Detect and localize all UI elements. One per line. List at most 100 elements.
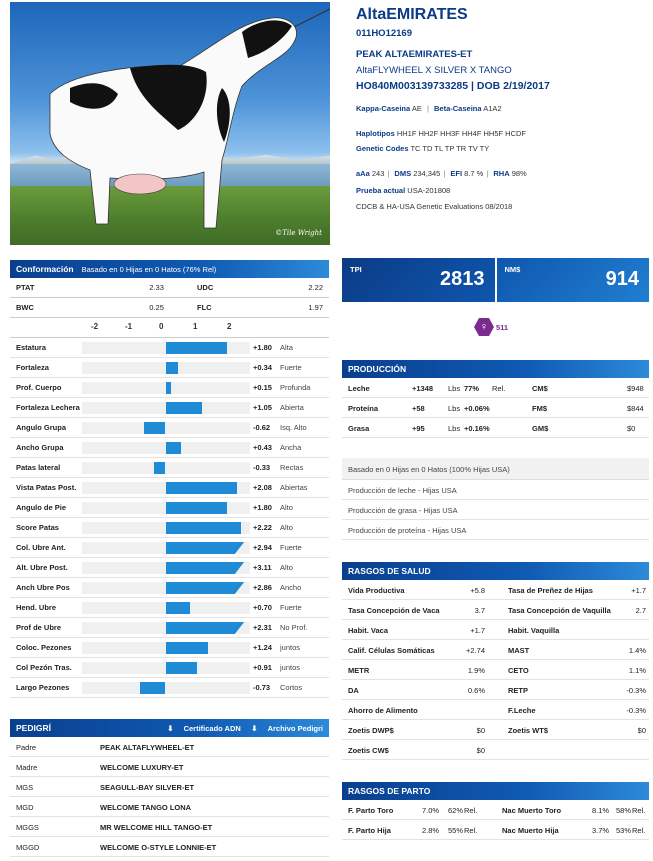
- gender-badge: ♀ 511: [474, 318, 508, 336]
- scale-tick: -2: [91, 322, 99, 331]
- kappa-label: Kappa-Caseina: [356, 104, 411, 113]
- health-right-label: Tasa Concepción de Vaquilla: [508, 606, 611, 615]
- aaa-value: 243: [371, 169, 385, 178]
- conformation-title: Conformación: [16, 264, 74, 274]
- haplo-value: HH1F HH2F HH3F HH4F HH5F HCDF: [396, 129, 527, 138]
- trait-bar: [166, 362, 178, 374]
- trait-desc: Abierta: [280, 403, 304, 412]
- production-idx: GM$: [532, 424, 549, 433]
- trait-name: Col Pezón Tras.: [16, 663, 72, 672]
- conformation-header: Conformación Basado en 0 Hijas en 0 Hato…: [10, 260, 329, 278]
- trait-value: +1.24: [253, 643, 272, 652]
- flc-value: 1.97: [308, 303, 323, 312]
- conformation-scale: -2 -1 0 1 2: [10, 318, 329, 338]
- health-left-value: 3.7: [474, 606, 485, 615]
- production-name: Leche: [348, 384, 370, 393]
- production-lines: Producción de leche - Hijas USA Producció…: [342, 480, 649, 540]
- trait-row: Prof de Ubre +2.31 No Prof.: [10, 618, 329, 638]
- nm-label: NM$: [504, 265, 521, 274]
- haplo-line: Haplotipos HH1F HH2F HH3F HH4F HH5F HCDF: [356, 129, 646, 138]
- health-right-value: -0.3%: [626, 706, 646, 715]
- trait-row: Hend. Ubre +0.70 Fuerte: [10, 598, 329, 618]
- trait-bar: [166, 662, 197, 674]
- health-left-label: Vida Productiva: [348, 586, 405, 595]
- trait-name: Alt. Ubre Post.: [16, 563, 68, 572]
- kappa-value: AE: [411, 104, 422, 113]
- flc-label: FLC: [197, 303, 212, 312]
- calving-section: RASGOS DE PARTO F. Parto Toro 7.0% 62% Rel.…: [342, 782, 649, 840]
- trait-row: Alt. Ubre Post. +3.11 Alto: [10, 558, 329, 578]
- trait-name: Col. Ubre Ant.: [16, 543, 66, 552]
- production-rel: Rel.: [492, 384, 506, 393]
- trait-row: Estatura +1.80 Alta: [10, 338, 329, 358]
- prueba-label: Prueba actual: [356, 186, 406, 195]
- trait-desc: Fuerte: [280, 543, 302, 552]
- pedigree-value: WELCOME LUXURY-ET: [100, 763, 184, 772]
- calving-rows: F. Parto Toro 7.0% 62% Rel. Nac Muerto Toro 8…: [342, 800, 649, 840]
- female-icon: ♀: [474, 318, 494, 336]
- production-amount: +58: [412, 404, 425, 413]
- trait-row: Col Pezón Tras. +0.91 juntos: [10, 658, 329, 678]
- trait-bar: [166, 342, 228, 354]
- trait-track: [82, 462, 250, 474]
- trait-name: Ancho Grupa: [16, 443, 64, 452]
- certificate-link[interactable]: ⬇ Certificado ADN: [167, 724, 241, 733]
- health-right-label: CETO: [508, 666, 529, 675]
- calving-right-value: 8.1%: [592, 806, 610, 815]
- calving-header: RASGOS DE PARTO: [342, 782, 649, 800]
- pedigree-header: PEDIGRÍ ⬇ Certificado ADN ⬇ Archivo Pedi…: [10, 719, 329, 737]
- trait-desc: Alto: [280, 563, 293, 572]
- tpi-label: TPI: [350, 265, 362, 274]
- production-pct: +0.16%: [464, 424, 490, 433]
- health-left-label: Calif. Células Somáticas: [348, 646, 435, 655]
- production-idx-val: $844: [627, 404, 644, 413]
- health-left-label: Zoetis DWP$: [348, 726, 394, 735]
- trait-value: +1.80: [253, 343, 272, 352]
- production-row: Grasa +95 Lbs +0.16% GM$ $0: [342, 418, 649, 438]
- trait-name: Anch Ubre Pos: [16, 583, 70, 592]
- trait-row: Coloc. Pezones +1.24 juntos: [10, 638, 329, 658]
- genetic-value: TC TD TL TP TR TV TY: [410, 144, 490, 153]
- pedigree-key: MGGS: [16, 823, 39, 832]
- pedigree-value: PEAK ALTAFLYWHEEL-ET: [100, 743, 195, 752]
- ptat-label: PTAT: [16, 283, 35, 292]
- trait-name: Patas lateral: [16, 463, 61, 472]
- trait-name: Fortaleza Lechera: [16, 403, 80, 412]
- trait-desc: juntos: [280, 643, 301, 652]
- trait-row: Score Patas +2.22 Alto: [10, 518, 329, 538]
- trait-row: Fortaleza +0.34 Fuerte: [10, 358, 329, 378]
- trait-bar: [166, 602, 190, 614]
- calving-left-rel: Rel.: [464, 826, 478, 835]
- ptat-row: PTAT 2.33 UDC 2.22: [10, 278, 329, 298]
- health-title: RASGOS DE SALUD: [348, 566, 431, 576]
- tpi-box: TPI 2813: [342, 258, 495, 302]
- beta-label: Beta-Caseina: [434, 104, 482, 113]
- health-left-label: Ahorro de Alimento: [348, 706, 418, 715]
- health-row: Zoetis DWP$ $0 Zoetis WT$ $0: [342, 720, 649, 740]
- health-right-label: RETP: [508, 686, 529, 695]
- health-row: METR 1.9% CETO 1.1%: [342, 660, 649, 680]
- production-pct: 77%: [464, 384, 480, 393]
- trait-list: Estatura +1.80 Alta Fortaleza +0.34 Fuerte Pro…: [10, 338, 329, 698]
- pedigree-rows: Padre PEAK ALTAFLYWHEEL-ET Madre WELCOME LU…: [10, 737, 329, 857]
- pedigree-key: Padre: [16, 743, 37, 752]
- conformation-section: Conformación Basado en 0 Hijas en 0 Hato…: [10, 260, 329, 698]
- health-right-label: Habit. Vaquilla: [508, 626, 560, 635]
- trait-desc: Fuerte: [280, 363, 302, 372]
- trait-track: [82, 682, 250, 694]
- calving-left-pct: 62%: [448, 806, 464, 815]
- pedigree-row: MGS SEAGULL-BAY SILVER-ET: [10, 777, 329, 797]
- prueba-value: USA-201808: [407, 186, 451, 195]
- calving-left-rel: Rel.: [464, 806, 478, 815]
- production-line: Producción de leche - Hijas USA: [342, 480, 649, 500]
- trait-name: Fortaleza: [16, 363, 49, 372]
- pedigree-line: AltaFLYWHEEL X SILVER X TANGO: [356, 65, 512, 76]
- archive-link[interactable]: ⬇ Archivo Pedigri: [251, 724, 323, 733]
- calving-left-label: F. Parto Toro: [348, 806, 394, 815]
- pedigree-value: WELCOME O-STYLE LONNIE-ET: [100, 843, 217, 852]
- aaa-label: aAa: [356, 169, 370, 178]
- production-line: Producción de proteína - Hijas USA: [342, 520, 649, 540]
- udc-value: 2.22: [308, 283, 323, 292]
- pedigree-title: PEDIGRÍ: [16, 723, 51, 733]
- health-left-label: Zoetis CW$: [348, 746, 389, 755]
